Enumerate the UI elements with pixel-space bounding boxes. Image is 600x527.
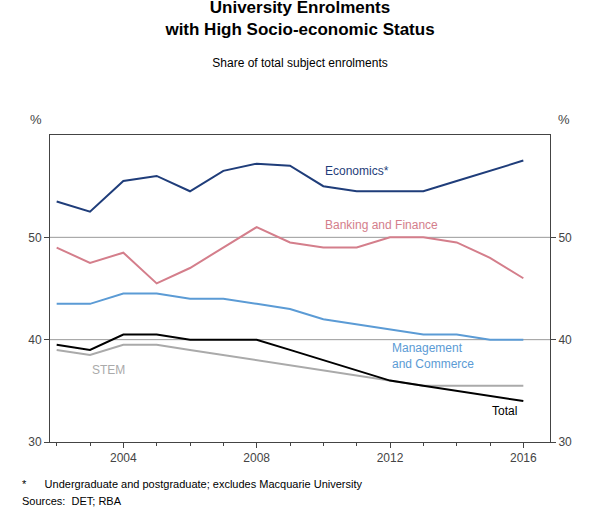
svg-text:2012: 2012 bbox=[377, 451, 404, 465]
svg-text:2004: 2004 bbox=[110, 451, 137, 465]
svg-text:40: 40 bbox=[28, 333, 42, 347]
svg-text:30: 30 bbox=[28, 435, 42, 449]
svg-text:40: 40 bbox=[558, 333, 572, 347]
svg-text:* Undergraduate and postg: * Undergraduate and postgraduate; exclud… bbox=[22, 478, 362, 490]
svg-text:Banking and Finance: Banking and Finance bbox=[325, 218, 438, 232]
svg-text:Total: Total bbox=[492, 404, 517, 418]
svg-text:Share of total subject enrolme: Share of total subject enrolments bbox=[212, 56, 387, 70]
svg-text:Managementand Commerce: Managementand Commerce bbox=[392, 341, 474, 371]
svg-text:University Enrolmentswith High: University Enrolmentswith High Socio-eco… bbox=[164, 0, 434, 39]
svg-text:Sources: DET; RBA: Sources: DET; RBA bbox=[22, 495, 122, 507]
svg-text:%: % bbox=[558, 112, 570, 127]
svg-text:30: 30 bbox=[558, 435, 572, 449]
svg-text:50: 50 bbox=[558, 231, 572, 245]
svg-text:STEM: STEM bbox=[92, 363, 125, 377]
svg-text:2008: 2008 bbox=[243, 451, 270, 465]
svg-text:Economics*: Economics* bbox=[325, 164, 389, 178]
svg-text:%: % bbox=[30, 112, 42, 127]
svg-text:50: 50 bbox=[28, 231, 42, 245]
svg-text:2016: 2016 bbox=[510, 451, 537, 465]
